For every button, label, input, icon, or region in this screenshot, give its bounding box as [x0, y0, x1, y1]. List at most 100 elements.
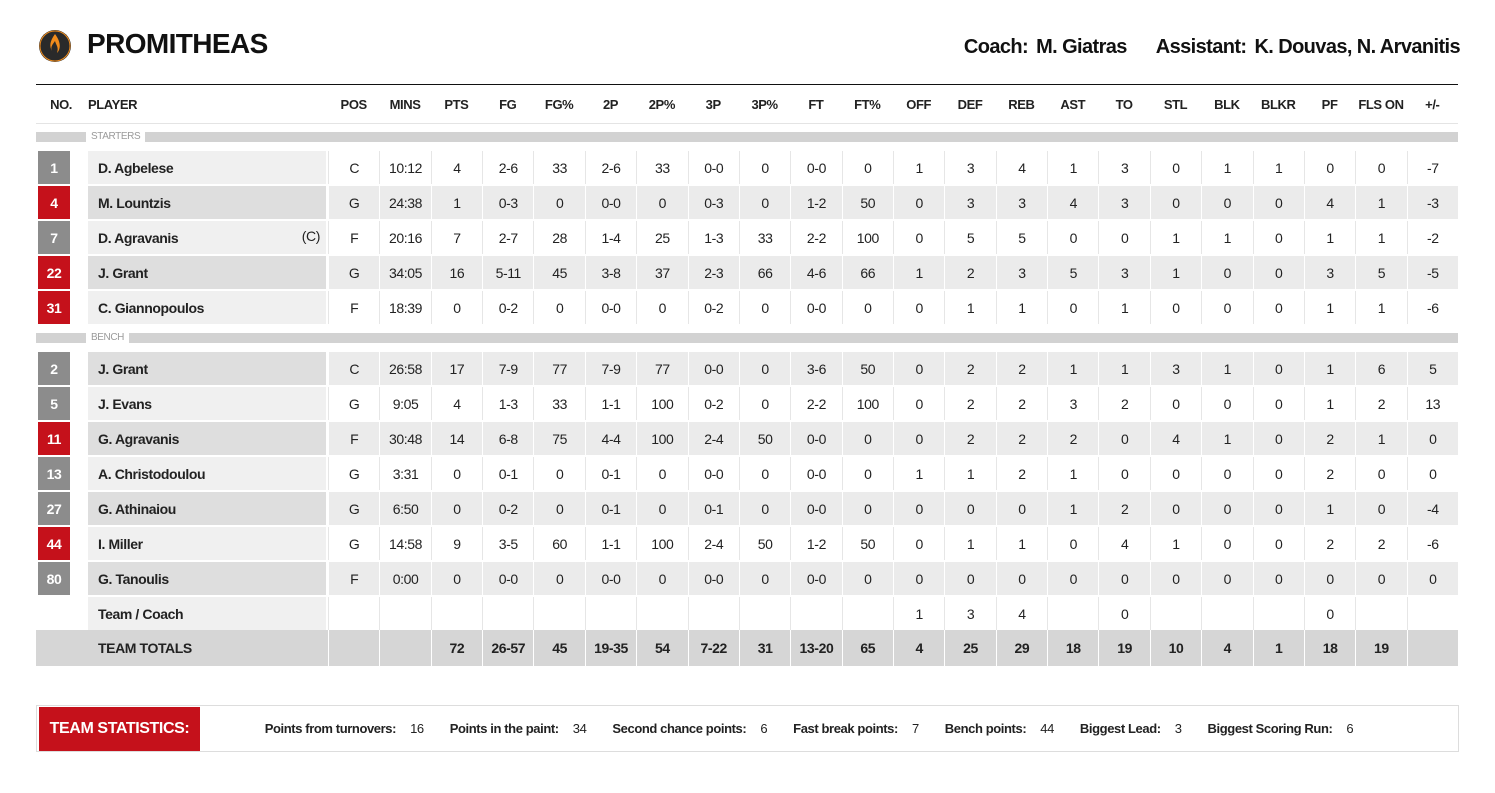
stat-cell: 1 [893, 457, 945, 490]
stat-cell: 1-3 [482, 387, 534, 420]
stat-cell [687, 597, 739, 630]
column-header: OFF [906, 96, 932, 112]
player-cell: G. Athinaiou [88, 492, 326, 525]
stat-cell: 0 [1252, 492, 1304, 525]
player-cell: J. Grant [88, 352, 326, 385]
box-score-table: NO. PLAYER POS MINS PTS FG FG% 2P 2P% 3P 3P% FT FT% O… [36, 84, 1458, 666]
stat-cell: 25 [636, 221, 688, 254]
player-name: Team / Coach [98, 605, 184, 622]
player-name: C. Giannopoulos [98, 299, 204, 316]
stat-cell: 0 [1252, 527, 1304, 560]
stat-cell: 0 [841, 291, 893, 324]
stat-cell: 1 [944, 291, 996, 324]
stat-cell [328, 630, 380, 666]
column-header: STL [1163, 96, 1188, 112]
player-cell: M. Lountzis [88, 186, 326, 219]
stat-cell: 0 [533, 492, 585, 525]
stat-cell: 0 [1406, 422, 1458, 455]
column-header: +/- [1425, 96, 1440, 112]
stat-cell: 0 [893, 352, 945, 385]
stat-cell: 0 [430, 291, 483, 324]
stat-cell: 0-1 [584, 457, 637, 490]
stat-cell: 3-6 [790, 352, 842, 385]
stat-cell: 13 [1406, 387, 1458, 420]
stat-cell: 0 [995, 492, 1048, 525]
stat-cell: 0 [893, 492, 945, 525]
stat-value: 6 [760, 721, 768, 736]
stat-cell: 0 [893, 527, 945, 560]
stat-cell: 4 [893, 630, 945, 666]
stat-cell: 17 [430, 352, 483, 385]
stat-cell: 5 [995, 221, 1048, 254]
stat-cell: 1 [1252, 630, 1304, 666]
stat-cell: 77 [533, 352, 585, 385]
stat-cell: 3:31 [379, 457, 431, 490]
stat-cell: 0 [893, 422, 945, 455]
stat-cell: 1 [1201, 422, 1253, 455]
stat-cell: 1 [430, 186, 483, 219]
stat-cell: 50 [841, 186, 893, 219]
stat-cell: 1 [1355, 422, 1407, 455]
stat-cell: 0 [1149, 186, 1202, 219]
stat-cell: 100 [636, 422, 688, 455]
jersey-badge: 27 [38, 492, 70, 525]
stat-cell [636, 597, 688, 630]
stat-cell: 0 [1201, 492, 1253, 525]
jersey-badge: 11 [38, 422, 70, 455]
stat-cell: 0 [636, 186, 688, 219]
column-header: NO. [50, 96, 72, 112]
stat-cell: 7-9 [482, 352, 534, 385]
stat-cell: 20:16 [379, 221, 431, 254]
stat-cell: 13-20 [790, 630, 842, 666]
stat-cell: 45 [533, 630, 585, 666]
stat-cell: 1 [995, 291, 1048, 324]
team-logo [39, 30, 71, 62]
stat-label: Fast break points: [793, 721, 898, 736]
stat-cell: 33 [738, 221, 791, 254]
stat-cell: -6 [1406, 291, 1458, 324]
stat-cell: 66 [738, 256, 791, 289]
stat-cell: 75 [533, 422, 585, 455]
stat-cell: 2 [944, 387, 996, 420]
stat-cell: 100 [841, 221, 893, 254]
stat-cell: 1 [1303, 352, 1356, 385]
column-header: TO [1115, 96, 1133, 112]
stat-cell: 4 [1047, 186, 1099, 219]
stat-cell: 1 [1201, 151, 1253, 184]
stat-cell: 4-4 [584, 422, 637, 455]
stat-cell: 1 [1098, 352, 1150, 385]
stat-cell: 33 [533, 387, 585, 420]
stat-cell: 1 [1047, 492, 1099, 525]
column-header: 2P% [648, 96, 676, 112]
stat-cell: 33 [533, 151, 585, 184]
stat-cell [533, 597, 585, 630]
stat-cell: 0 [1098, 562, 1150, 595]
stat-cell: 0-0 [482, 562, 534, 595]
player-name: D. Agravanis [98, 229, 179, 246]
stat-cell: 0-3 [687, 186, 739, 219]
stat-cell: 0-0 [687, 562, 739, 595]
stat-cell: 77 [636, 352, 688, 385]
stat-cell: 28 [533, 221, 585, 254]
stat-cell: -2 [1406, 221, 1458, 254]
stat-cell: 2 [1303, 422, 1356, 455]
column-header: BLK [1214, 96, 1240, 112]
stat-cell: G [328, 492, 380, 525]
stat-cell: 9 [430, 527, 483, 560]
stat-cell: 0-0 [790, 291, 842, 324]
stat-cell: 7-9 [584, 352, 637, 385]
stat-label: Biggest Lead: [1079, 721, 1161, 736]
stat-value: 3 [1174, 721, 1182, 736]
stat-cell: 0-0 [687, 457, 739, 490]
stat-cell: 0 [1047, 562, 1099, 595]
stat-cell: 2 [1303, 527, 1356, 560]
column-header: BLKR [1260, 96, 1296, 112]
stat-cell: 0 [738, 457, 791, 490]
column-header: REB [1008, 96, 1035, 112]
stat-cell: 0-0 [584, 186, 637, 219]
stat-cell: 0 [1149, 562, 1202, 595]
stat-cell: 0 [1201, 291, 1253, 324]
stat-cell: 0 [1355, 151, 1407, 184]
stat-cell: 100 [636, 527, 688, 560]
stat-cell: 1 [1303, 221, 1356, 254]
